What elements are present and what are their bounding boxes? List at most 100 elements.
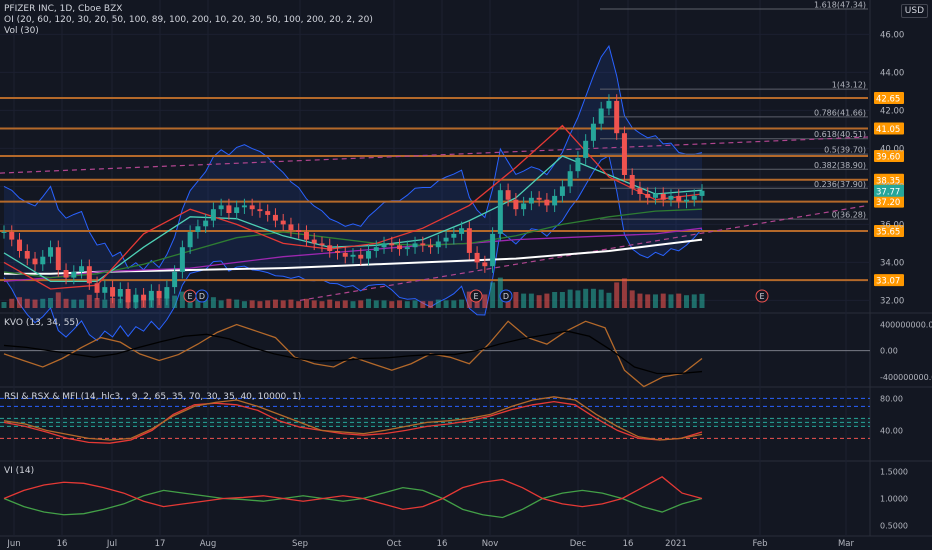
volume-bar [311, 300, 317, 308]
candle-body [125, 289, 131, 303]
level-label: 39.60 [876, 153, 900, 163]
vi-tick-label: 1.5000 [880, 467, 908, 476]
candle-body [311, 239, 317, 244]
fib-label: 0.382(38.90) [814, 161, 866, 170]
candle-body [288, 224, 294, 231]
vi-series-line [3, 487, 703, 519]
candle-body [280, 220, 286, 225]
volume-bar [280, 300, 286, 308]
volume-bar [389, 301, 395, 308]
volume-bar [226, 298, 232, 308]
volume-bar [381, 300, 387, 308]
volume-bar [234, 299, 240, 308]
candle-body [334, 251, 340, 253]
rsi-legend: RSI & RSX & MFI (14, hlc3, , 9, 2, 65, 3… [4, 392, 301, 403]
volume-bar [490, 282, 496, 308]
volume-bar [397, 300, 403, 308]
candle-body [319, 243, 325, 246]
volume-bar [544, 293, 550, 308]
x-tick-label: 16 [57, 539, 68, 549]
candle-body [451, 233, 457, 238]
level-label-bg [874, 173, 904, 186]
candle-body [637, 188, 643, 194]
earnings-marker [755, 289, 769, 303]
volume-bar [86, 294, 92, 308]
candle-body [1, 232, 7, 233]
volume-bar [683, 295, 689, 308]
volume-bar [172, 295, 178, 308]
candle-body [86, 266, 92, 284]
candle-body [552, 195, 558, 206]
volume-indicator-label[interactable]: Vol (30) [4, 26, 39, 36]
candle-body [272, 214, 278, 221]
volume-bar [203, 299, 209, 308]
candle-body [389, 243, 395, 246]
dividend-marker [499, 289, 513, 303]
rsi-indicator-label[interactable]: RSI & RSX & MFI (14, hlc3, , 9, 2, 65, 3… [4, 392, 302, 402]
level-label: 37.20 [876, 198, 900, 208]
volume-bar [637, 293, 643, 308]
level-label-bg [874, 195, 904, 208]
dividend-marker-label: D [199, 292, 205, 301]
candle-body [513, 199, 519, 210]
candle-body [474, 252, 480, 263]
kvo-series-line [3, 330, 703, 375]
main-legend: PFIZER INC, 1D, Cboe BZX OI (20, 60, 120… [4, 4, 373, 37]
symbol-title[interactable]: PFIZER INC, 1D, Cboe BZX [4, 4, 123, 14]
candle-body [459, 228, 465, 234]
volume-bar [272, 299, 278, 308]
x-tick-label: Aug [200, 539, 217, 549]
x-tick-label: 2021 [665, 539, 687, 549]
candle-body [257, 209, 263, 212]
candle-body [102, 287, 108, 293]
volume-bar [652, 294, 658, 308]
vi-indicator-label[interactable]: VI (14) [4, 466, 35, 476]
candle-body [583, 140, 589, 158]
candle-body [536, 197, 542, 200]
volume-bar [521, 293, 527, 308]
volume-bar [590, 288, 596, 308]
trendline-upper [0, 136, 869, 174]
volume-bar [614, 282, 620, 308]
volume-bar [55, 292, 61, 308]
candle-body [48, 247, 54, 257]
candle-body [249, 205, 255, 210]
volume-bar [94, 298, 100, 308]
candle-body [79, 266, 85, 272]
vi-tick-label: 0.5000 [880, 522, 908, 531]
volume-bar [303, 298, 309, 308]
candle-body [366, 251, 372, 259]
volume-bar [366, 298, 372, 308]
kvo-series-line [3, 320, 703, 388]
candle-body [521, 203, 527, 210]
candle-body [24, 251, 30, 259]
rsi-tick-label: 80.00 [880, 394, 903, 403]
vi-series-line [3, 476, 703, 510]
volume-bar [79, 299, 85, 308]
bollinger-band-fill [4, 46, 702, 341]
candle-body [621, 133, 627, 175]
candle-body [9, 232, 15, 240]
candle-body [606, 100, 612, 109]
volume-bar [350, 301, 356, 308]
kvo-indicator-label[interactable]: KVO (13, 34, 55) [4, 318, 79, 328]
volume-bar [319, 301, 325, 308]
candle-body [482, 262, 488, 267]
fib-label: 0.5(39.70) [824, 146, 866, 155]
volume-bar [1, 302, 7, 308]
candle-body [412, 243, 418, 248]
rsi-tick-label: 40.00 [880, 426, 903, 435]
candle-body [598, 108, 604, 124]
candle-body [110, 287, 116, 297]
volume-bar [559, 292, 565, 308]
volume-bar [63, 298, 69, 308]
candle-body [234, 207, 240, 213]
candle-body [164, 287, 170, 299]
candle-body [466, 228, 472, 253]
currency-badge[interactable]: USD [900, 4, 928, 18]
volume-bar [404, 301, 410, 308]
volume-bar [420, 301, 426, 308]
oi-indicator-label[interactable]: OI (20, 60, 120, 30, 20, 50, 100, 89, 10… [4, 15, 373, 25]
